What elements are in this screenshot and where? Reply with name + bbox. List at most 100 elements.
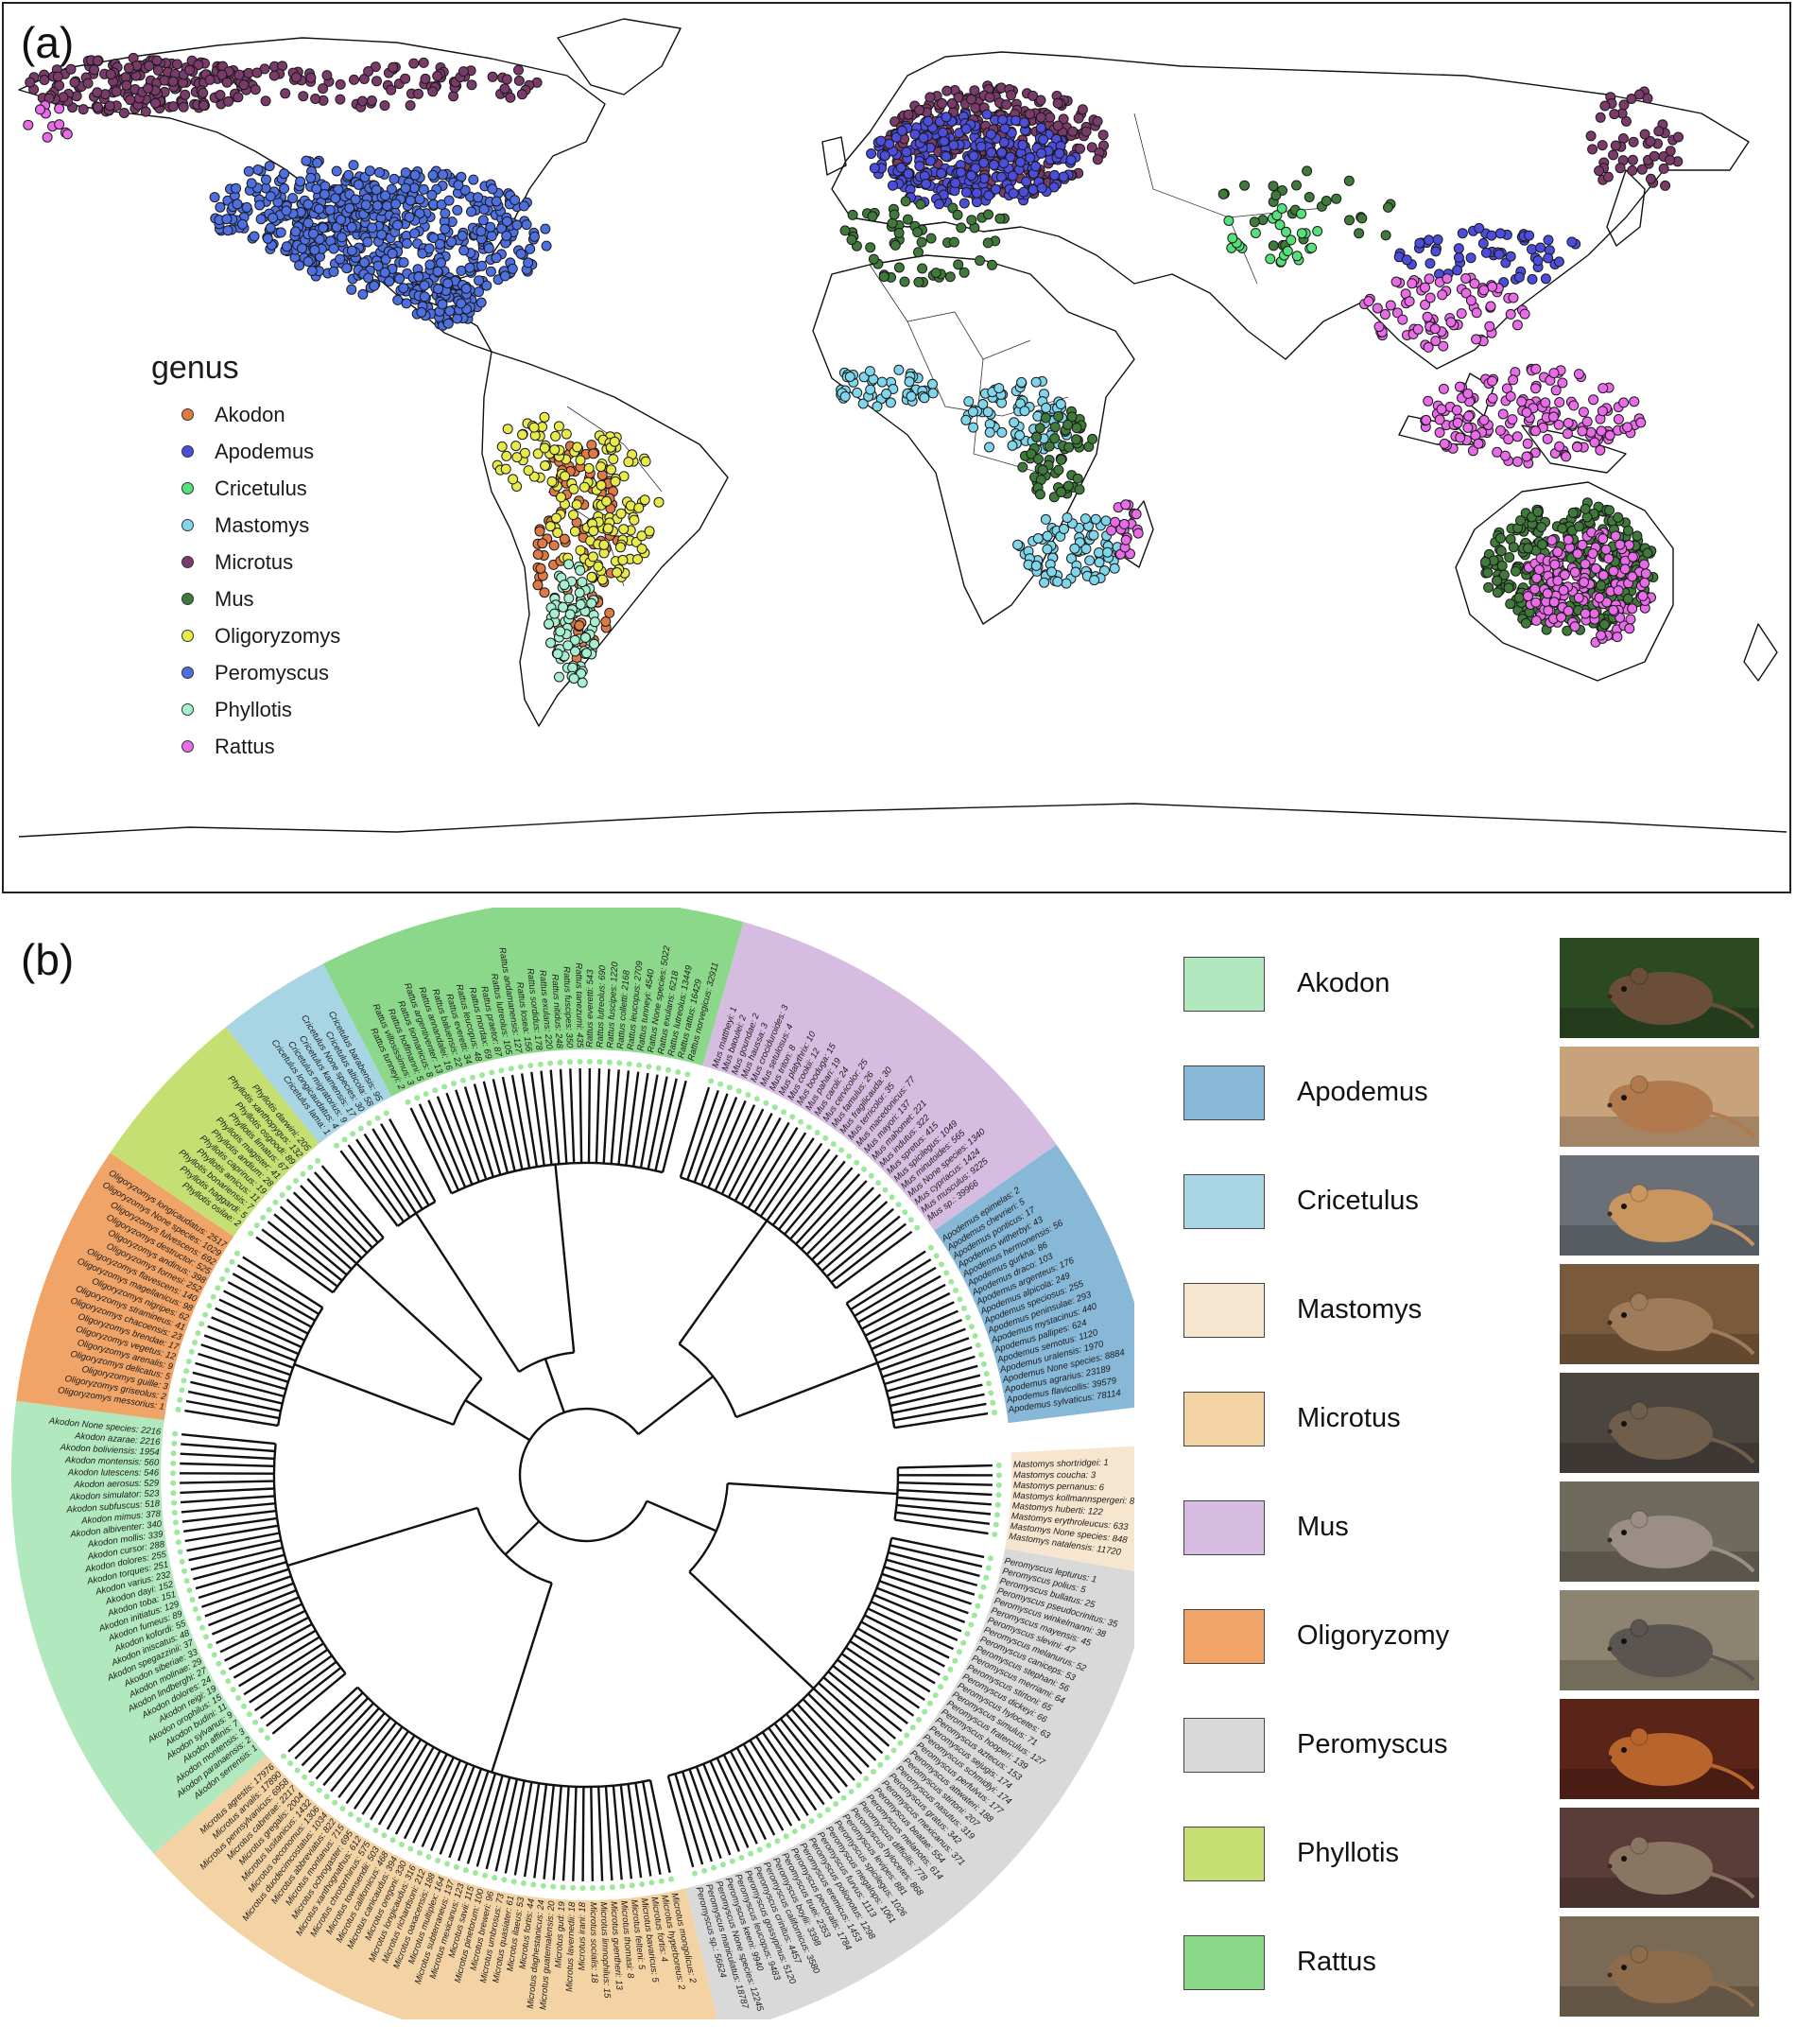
occurrence-point <box>601 617 611 627</box>
occurrence-point <box>309 229 319 238</box>
oligoryzomys-photo <box>1560 1590 1759 1690</box>
occurrence-point <box>1514 272 1524 282</box>
occurrence-point <box>444 196 454 205</box>
occurrence-point <box>210 193 219 202</box>
occurrence-point <box>1454 252 1463 262</box>
occurrence-point <box>1076 144 1085 153</box>
tip-point <box>173 1519 179 1525</box>
legend-item-rattus: Rattus <box>151 728 340 765</box>
occurrence-point <box>454 181 463 190</box>
occurrence-point <box>1047 567 1057 577</box>
occurrence-point <box>1010 418 1019 427</box>
occurrence-point <box>145 61 154 71</box>
occurrence-point <box>389 174 399 183</box>
occurrence-point <box>24 120 33 130</box>
tip-point <box>470 1075 475 1081</box>
occurrence-point <box>597 575 607 584</box>
occurrence-point <box>890 240 900 250</box>
occurrence-point <box>311 95 320 104</box>
tip-label: Akodon aerosus: 529 <box>73 1479 160 1491</box>
occurrence-point <box>1580 504 1590 513</box>
occurrence-point <box>1563 419 1573 428</box>
legend-dot <box>181 445 194 458</box>
occurrence-point <box>55 81 64 91</box>
occurrence-point <box>1453 418 1462 427</box>
occurrence-point <box>1020 118 1029 128</box>
occurrence-point <box>1022 177 1031 186</box>
occurrence-point <box>486 267 495 276</box>
tip-point <box>875 1180 881 1186</box>
occurrence-point <box>282 206 291 216</box>
occurrence-point <box>331 194 340 203</box>
occurrence-point <box>1415 238 1425 248</box>
occurrence-point <box>1628 165 1637 175</box>
tip-point <box>720 1862 726 1867</box>
occurrence-point <box>1589 395 1598 405</box>
occurrence-point <box>1619 398 1629 407</box>
legend-label: Peromyscus <box>215 661 329 685</box>
tip-point <box>281 1754 286 1759</box>
occurrence-point <box>953 210 962 219</box>
tip-point <box>616 1060 622 1065</box>
tip-point <box>509 1065 514 1071</box>
occurrence-point <box>619 525 629 534</box>
tip-point <box>215 1285 220 1290</box>
tip-point <box>172 1510 178 1516</box>
occurrence-point <box>389 62 398 72</box>
tip-point <box>567 1059 573 1065</box>
occurrence-point <box>1553 547 1563 557</box>
tip-point <box>898 1741 904 1746</box>
occurrence-point <box>1035 424 1045 433</box>
tip-point <box>916 1717 922 1723</box>
occurrence-point <box>1431 247 1441 256</box>
tip-point <box>745 1092 751 1098</box>
clade-legend-label: Mus <box>1297 1512 1349 1543</box>
occurrence-point <box>336 95 345 104</box>
tip-point <box>570 1885 576 1891</box>
color-swatch <box>1183 1392 1265 1446</box>
occurrence-point <box>1495 533 1505 543</box>
occurrence-point <box>1597 407 1607 416</box>
occurrence-point <box>1524 544 1533 553</box>
occurrence-point <box>502 231 511 240</box>
tip-point <box>444 1862 450 1867</box>
occurrence-point <box>522 220 531 230</box>
occurrence-point <box>151 98 161 108</box>
tip-point <box>399 1842 405 1847</box>
occurrence-point <box>409 59 419 68</box>
legend-dot <box>181 740 194 753</box>
occurrence-point <box>1332 194 1341 203</box>
occurrence-point <box>1013 540 1023 549</box>
tip-point <box>869 1173 874 1179</box>
occurrence-point <box>433 267 442 276</box>
occurrence-point <box>1600 101 1610 111</box>
occurrence-point <box>1074 113 1083 123</box>
tip-point <box>177 1397 182 1403</box>
occurrence-point <box>312 184 321 194</box>
occurrence-point <box>250 232 259 241</box>
occurrence-point <box>1674 132 1684 142</box>
occurrence-point <box>1271 191 1281 200</box>
tip-point <box>171 1450 177 1456</box>
occurrence-point <box>1131 510 1141 519</box>
tip-point <box>367 1120 372 1126</box>
occurrence-point <box>630 515 639 525</box>
occurrence-point <box>474 193 483 202</box>
occurrence-point <box>1494 250 1504 259</box>
tip-point <box>193 1606 199 1612</box>
occurrence-point <box>633 555 643 564</box>
clade-legend-label: Rattus <box>1297 1947 1376 1978</box>
occurrence-point <box>1484 582 1494 592</box>
cricetulus-photo <box>1560 1155 1759 1256</box>
occurrence-point <box>984 210 993 219</box>
tip-point <box>996 1472 1002 1478</box>
occurrence-point <box>179 102 188 112</box>
occurrence-point <box>1520 309 1529 319</box>
occurrence-point <box>1578 540 1587 549</box>
occurrence-point <box>222 78 232 87</box>
occurrence-point <box>611 476 620 486</box>
tip-point <box>317 1788 322 1793</box>
occurrence-point <box>1438 290 1447 300</box>
occurrence-point <box>961 187 971 197</box>
occurrence-point <box>590 639 599 649</box>
